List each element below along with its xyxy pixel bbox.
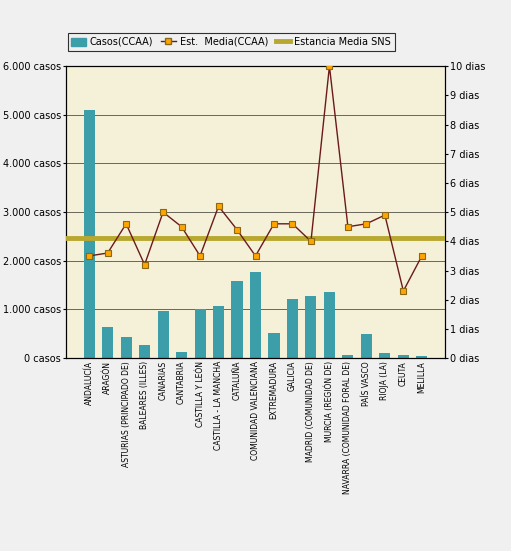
- Bar: [250, 272, 261, 358]
- Bar: [306, 296, 316, 358]
- Bar: [231, 281, 243, 358]
- Bar: [361, 334, 372, 358]
- Bar: [287, 299, 298, 358]
- Bar: [324, 292, 335, 358]
- Bar: [102, 327, 113, 358]
- Bar: [121, 337, 132, 358]
- Bar: [176, 352, 187, 358]
- Legend: Casos(CCAA), Est.  Media(CCAA), Estancia Media SNS: Casos(CCAA), Est. Media(CCAA), Estancia …: [67, 33, 395, 51]
- Bar: [157, 311, 169, 358]
- Bar: [398, 355, 409, 358]
- Bar: [195, 309, 205, 358]
- Bar: [84, 110, 95, 358]
- Bar: [139, 345, 150, 358]
- Bar: [416, 356, 427, 358]
- Bar: [213, 306, 224, 358]
- Bar: [342, 355, 354, 358]
- Bar: [379, 353, 390, 358]
- Bar: [268, 333, 280, 358]
